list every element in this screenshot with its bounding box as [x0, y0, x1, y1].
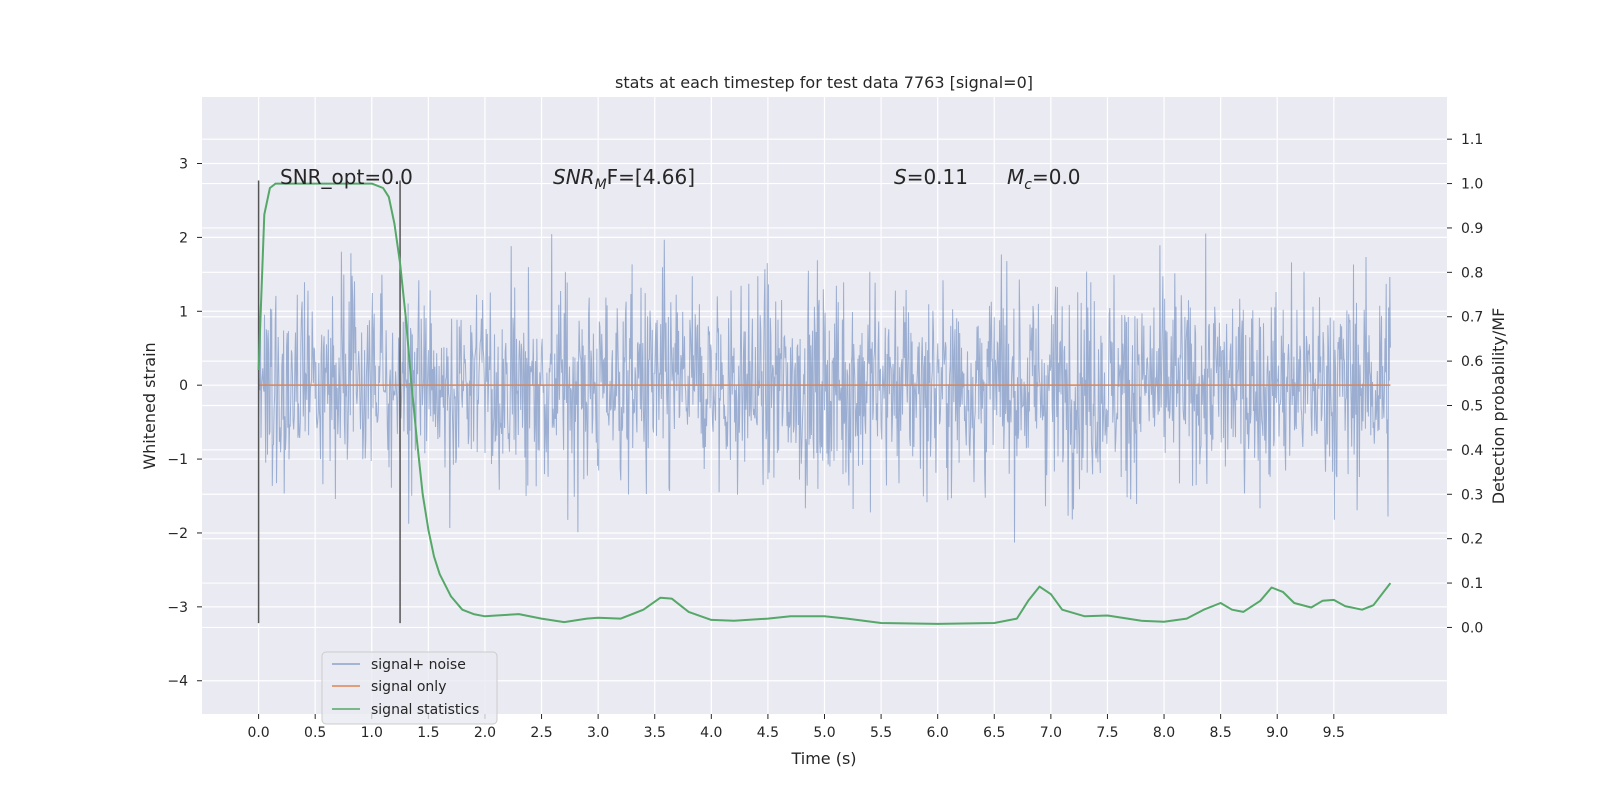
x-tick-label: 3.0 [587, 725, 609, 741]
legend: signal+ noise signal only signal statist… [321, 651, 498, 725]
y2-tick-label: 0.9 [1461, 221, 1483, 237]
annotation-mc-sub: c [1024, 177, 1032, 193]
y-tick-label: −2 [167, 526, 188, 542]
y2-tick-label: 0.4 [1461, 443, 1483, 459]
x-tick-label: 6.0 [927, 725, 949, 741]
y-tick-label: −3 [167, 600, 188, 616]
y2-axis-ticks: 0.0 0.1 0.2 0.3 0.4 0.5 0.6 0.7 0.8 0.9 1.0 1.1 [1447, 132, 1483, 636]
x-tick-label: 3.5 [644, 725, 666, 741]
y-tick-label: 1 [179, 304, 188, 320]
x-axis-ticks: 0.0 0.5 1.0 1.5 2.0 2.5 3.0 3.5 4.0 4.5 5.0 5.5 6.0 6… [247, 714, 1345, 741]
annotation-s-value: =0.11 [907, 165, 968, 189]
y2-axis-title: Detection probability/MF [1489, 308, 1508, 505]
x-tick-label: 2.0 [474, 725, 496, 741]
x-tick-label: 4.0 [700, 725, 722, 741]
x-tick-label: 0.5 [304, 725, 326, 741]
x-tick-label: 6.5 [983, 725, 1005, 741]
x-tick-label: 2.5 [530, 725, 552, 741]
annotation-snr-mf-var: SNR [553, 165, 595, 189]
x-tick-label: 5.5 [870, 725, 892, 741]
annotation-s-var: S [894, 165, 907, 189]
annotation-mc-value: =0.0 [1032, 165, 1081, 189]
y-tick-label: −4 [167, 674, 188, 690]
signal-statistics-line [257, 182, 1392, 625]
chart-title: stats at each timestep for test data 776… [615, 73, 1033, 92]
legend-label-signal-noise: signal+ noise [371, 657, 466, 673]
x-tick-label: 4.5 [757, 725, 779, 741]
annotation-mc-var: M [1007, 165, 1024, 189]
window-markers [257, 180, 401, 624]
annotation-s: S=0.11 [894, 165, 968, 189]
x-tick-label: 7.0 [1040, 725, 1062, 741]
legend-label-signal-only: signal only [371, 679, 446, 695]
legend-box [321, 651, 498, 725]
y2-tick-label: 0.5 [1461, 399, 1483, 415]
x-tick-label: 1.0 [361, 725, 383, 741]
signal-plus-noise-series [258, 233, 1391, 543]
x-tick-label: 7.5 [1096, 725, 1118, 741]
y-axis-title: Whitened strain [140, 342, 159, 469]
y-tick-label: 0 [179, 378, 188, 394]
annotation-mc: Mc=0.0 [1007, 165, 1081, 193]
signal-noise-line [258, 233, 1391, 543]
y2-tick-label: 1.0 [1461, 177, 1483, 193]
x-tick-label: 9.5 [1323, 725, 1345, 741]
y2-tick-label: 0.3 [1461, 487, 1483, 503]
annotation-snr-opt: SNR_opt=0.0 [280, 165, 413, 189]
annotation-snr-mf: SNRMF=[4.66] [553, 165, 695, 193]
x-axis-title: Time (s) [790, 749, 856, 768]
y-tick-label: −1 [167, 452, 188, 468]
legend-label-signal-statistics: signal statistics [371, 702, 479, 718]
x-tick-label: 0.0 [247, 725, 269, 741]
y2-tick-label: 0.1 [1461, 576, 1483, 592]
y2-tick-label: 0.8 [1461, 265, 1483, 281]
annotation-snr-mf-value: F=[4.66] [607, 165, 695, 189]
y-tick-label: 2 [179, 230, 188, 246]
x-tick-label: 1.5 [417, 725, 439, 741]
annotation-snr-mf-sub: M [595, 177, 607, 193]
signal-statistics-series [257, 182, 1392, 625]
y-axis-ticks: −4 −3 −2 −1 0 1 2 3 [167, 157, 202, 690]
x-tick-label: 9.0 [1266, 725, 1288, 741]
y2-tick-label: 0.2 [1461, 532, 1483, 548]
y-tick-label: 3 [179, 157, 188, 173]
y2-tick-label: 0.7 [1461, 310, 1483, 326]
x-tick-label: 8.0 [1153, 725, 1175, 741]
x-tick-label: 8.5 [1210, 725, 1232, 741]
x-tick-label: 5.0 [813, 725, 835, 741]
y2-tick-label: 0.6 [1461, 354, 1483, 370]
y2-tick-label: 1.1 [1461, 132, 1483, 148]
y2-tick-label: 0.0 [1461, 620, 1483, 636]
